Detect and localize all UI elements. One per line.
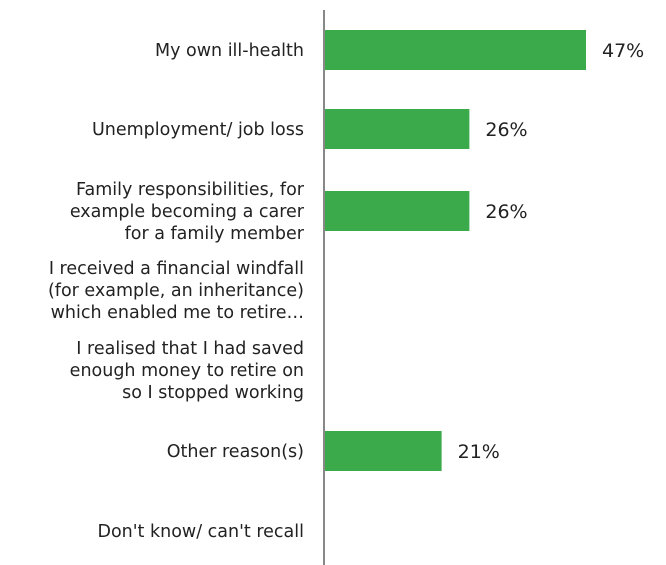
value-labels: 47% 26% 26% 21% — [458, 40, 645, 463]
category-label: Unemployment/ job loss — [92, 120, 304, 140]
category-labels: My own ill-health Unemployment/ job loss F… — [48, 41, 305, 542]
bar — [325, 30, 586, 70]
bars — [325, 30, 586, 471]
bar — [325, 431, 442, 471]
value-label: 21% — [458, 441, 500, 463]
category-label: I realised that I had saved enough money … — [70, 339, 304, 403]
bar — [325, 191, 470, 231]
category-label: Family responsibilities, for example beco… — [70, 180, 305, 244]
category-label: Don't know/ can't recall — [97, 522, 304, 542]
category-label: I received a financial windfall (for exam… — [48, 259, 304, 323]
value-label: 26% — [485, 119, 527, 141]
value-label: 26% — [485, 201, 527, 223]
bar — [325, 109, 470, 149]
category-label: My own ill-health — [155, 41, 304, 61]
category-label: Other reason(s) — [167, 442, 304, 462]
value-label: 47% — [602, 40, 644, 62]
